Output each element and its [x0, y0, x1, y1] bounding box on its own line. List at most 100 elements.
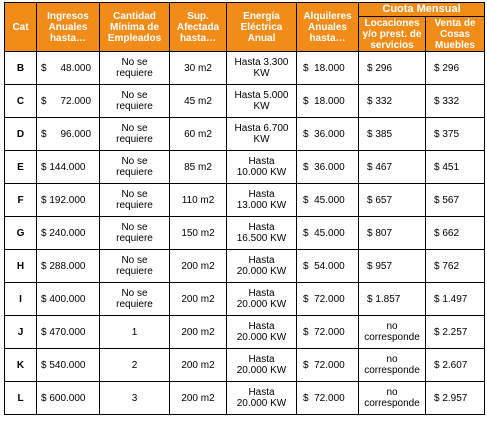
cell-energia: Hasta 20.000 KW — [226, 282, 297, 316]
cell-superficie: 60 m2 — [169, 117, 227, 151]
cell-venta: $ 296 — [424, 51, 486, 85]
cell-cat: B — [4, 51, 37, 85]
cell-venta: $ 762 — [424, 249, 486, 283]
cell-cat-text: B — [16, 62, 25, 74]
table-row: L $ 600.000 3 200 m2 Hasta 20.000 KW $ 72.000 n… — [4, 381, 486, 415]
cell-empleados: 3 — [99, 381, 170, 415]
cell-empleados-text: No se — [121, 57, 148, 68]
cell-cat: G — [4, 216, 37, 250]
cell-cat-text: L — [17, 392, 24, 404]
header-locaciones-line: servicios — [370, 39, 414, 51]
cell-alquileres-text: $ 36.000 — [303, 128, 345, 140]
header-alquileres-line: hasta… — [309, 32, 346, 44]
cell-empleados: 1 — [99, 315, 170, 349]
cell-empleados: No se requiere — [99, 183, 170, 217]
cell-locaciones-text: no — [386, 321, 398, 332]
cell-locaciones: $ 467 — [358, 150, 426, 184]
header-energia: Energía Eléctrica Anual — [226, 2, 297, 52]
cell-empleados-text: requiere — [116, 101, 153, 112]
cell-empleados-text: requiere — [116, 233, 153, 244]
cell-energia-text: Hasta — [248, 255, 275, 266]
cell-alquileres-text: $ 45.000 — [303, 194, 345, 206]
cell-energia-text: Hasta — [248, 354, 275, 365]
cell-venta-text: $ 1.497 — [434, 293, 468, 305]
cell-venta-text: $ 2.257 — [434, 326, 468, 338]
cell-ingresos-text: $ 192.000 — [41, 194, 86, 206]
cell-energia-text: 13.000 KW — [236, 200, 287, 211]
cell-cat: I — [4, 282, 37, 316]
header-venta-line: Venta de — [434, 17, 476, 29]
cell-locaciones-text: $ 657 — [367, 194, 393, 206]
cell-superficie-text: 200 m2 — [181, 359, 215, 371]
cell-energia-text: Hasta — [248, 189, 275, 200]
cell-locaciones-text: $ 957 — [367, 260, 393, 272]
cell-locaciones: no corresponde — [358, 381, 426, 415]
cell-energia: Hasta 13.000 KW — [226, 183, 297, 217]
cell-ingresos: $ 600.000 — [36, 381, 100, 415]
cell-superficie: 45 m2 — [169, 84, 227, 118]
cell-venta: $ 1.497 — [424, 282, 486, 316]
cell-cat-text: E — [17, 161, 24, 173]
cell-alquileres: $ 45.000 — [296, 183, 359, 217]
cell-cat: F — [4, 183, 37, 217]
header-locaciones: Locaciones y/o prest. de servicios — [358, 16, 426, 52]
cell-superficie-text: 60 m2 — [184, 128, 212, 140]
cell-energia: Hasta 16.500 KW — [226, 216, 297, 250]
cell-locaciones-text: $ 807 — [367, 227, 393, 239]
cell-superficie: 85 m2 — [169, 150, 227, 184]
cell-empleados-text: No se — [121, 123, 148, 134]
header-locaciones-line: y/o prest. de — [362, 28, 422, 40]
cell-cat-text: G — [16, 227, 25, 239]
cell-venta-text: $ 375 — [434, 128, 460, 140]
cell-ingresos: $ 96.000 — [36, 117, 100, 151]
cell-ingresos-text: $ 288.000 — [41, 260, 86, 272]
cell-empleados-text: requiere — [116, 134, 153, 145]
cell-ingresos: $ 288.000 — [36, 249, 100, 283]
cell-alquileres: $ 36.000 — [296, 150, 359, 184]
cell-venta-text: $ 296 — [434, 62, 460, 74]
cell-cat: L — [4, 381, 37, 415]
cell-ingresos: $ 540.000 — [36, 348, 100, 382]
cell-alquileres: $ 72.000 — [296, 381, 359, 415]
cell-alquileres-text: $ 72.000 — [303, 359, 345, 371]
header-ingresos-line: Anuales — [48, 21, 88, 33]
cell-superficie-text: 150 m2 — [181, 227, 215, 239]
cell-cat-text: F — [17, 194, 24, 206]
cell-ingresos-text: $ 600.000 — [41, 392, 86, 404]
cell-energia-text: 20.000 KW — [236, 299, 287, 310]
header-energia-line: Anual — [247, 32, 276, 44]
cell-energia: Hasta 3.300 KW — [226, 51, 297, 85]
cell-locaciones-text: corresponde — [364, 332, 420, 343]
cell-empleados: No se requiere — [99, 84, 170, 118]
cell-locaciones: $ 332 — [358, 84, 426, 118]
cell-energia-text: Hasta — [248, 156, 275, 167]
cell-superficie: 200 m2 — [169, 315, 227, 349]
header-alquileres-line: Anuales — [308, 21, 347, 33]
cell-locaciones: $ 1.857 — [358, 282, 426, 316]
cell-empleados: 2 — [99, 348, 170, 382]
cell-energia: Hasta 20.000 KW — [226, 249, 297, 283]
cell-cat-text: H — [16, 260, 25, 272]
header-ingresos-line: hasta… — [49, 32, 87, 44]
cell-venta: $ 2.607 — [424, 348, 486, 382]
cell-superficie-text: 200 m2 — [181, 392, 215, 404]
cell-superficie-text: 200 m2 — [181, 293, 215, 305]
cell-locaciones-text: $ 1.857 — [367, 293, 401, 305]
cell-empleados: No se requiere — [99, 216, 170, 250]
cell-superficie-text: 110 m2 — [181, 194, 215, 206]
cell-venta-text: $ 662 — [434, 227, 460, 239]
cell-locaciones-text: corresponde — [364, 398, 420, 409]
table-row: E $ 144.000 No se requiere 85 m2 Hasta 10.000 … — [4, 150, 486, 184]
cell-venta: $ 2.257 — [424, 315, 486, 349]
header-superficie-line: Afectada — [176, 21, 220, 33]
cell-ingresos-text: $ 96.000 — [41, 128, 92, 140]
header-venta-line: Cosas — [440, 28, 471, 40]
cell-alquileres-text: $ 72.000 — [303, 293, 345, 305]
cell-empleados-text: requiere — [116, 266, 153, 277]
cell-cat: J — [4, 315, 37, 349]
cell-empleados-text: requiere — [116, 200, 153, 211]
cell-superficie-text: 30 m2 — [184, 62, 212, 74]
cell-empleados-text: 1 — [131, 326, 138, 338]
cell-ingresos-text: $ 470.000 — [41, 326, 86, 338]
cell-empleados: No se requiere — [99, 249, 170, 283]
